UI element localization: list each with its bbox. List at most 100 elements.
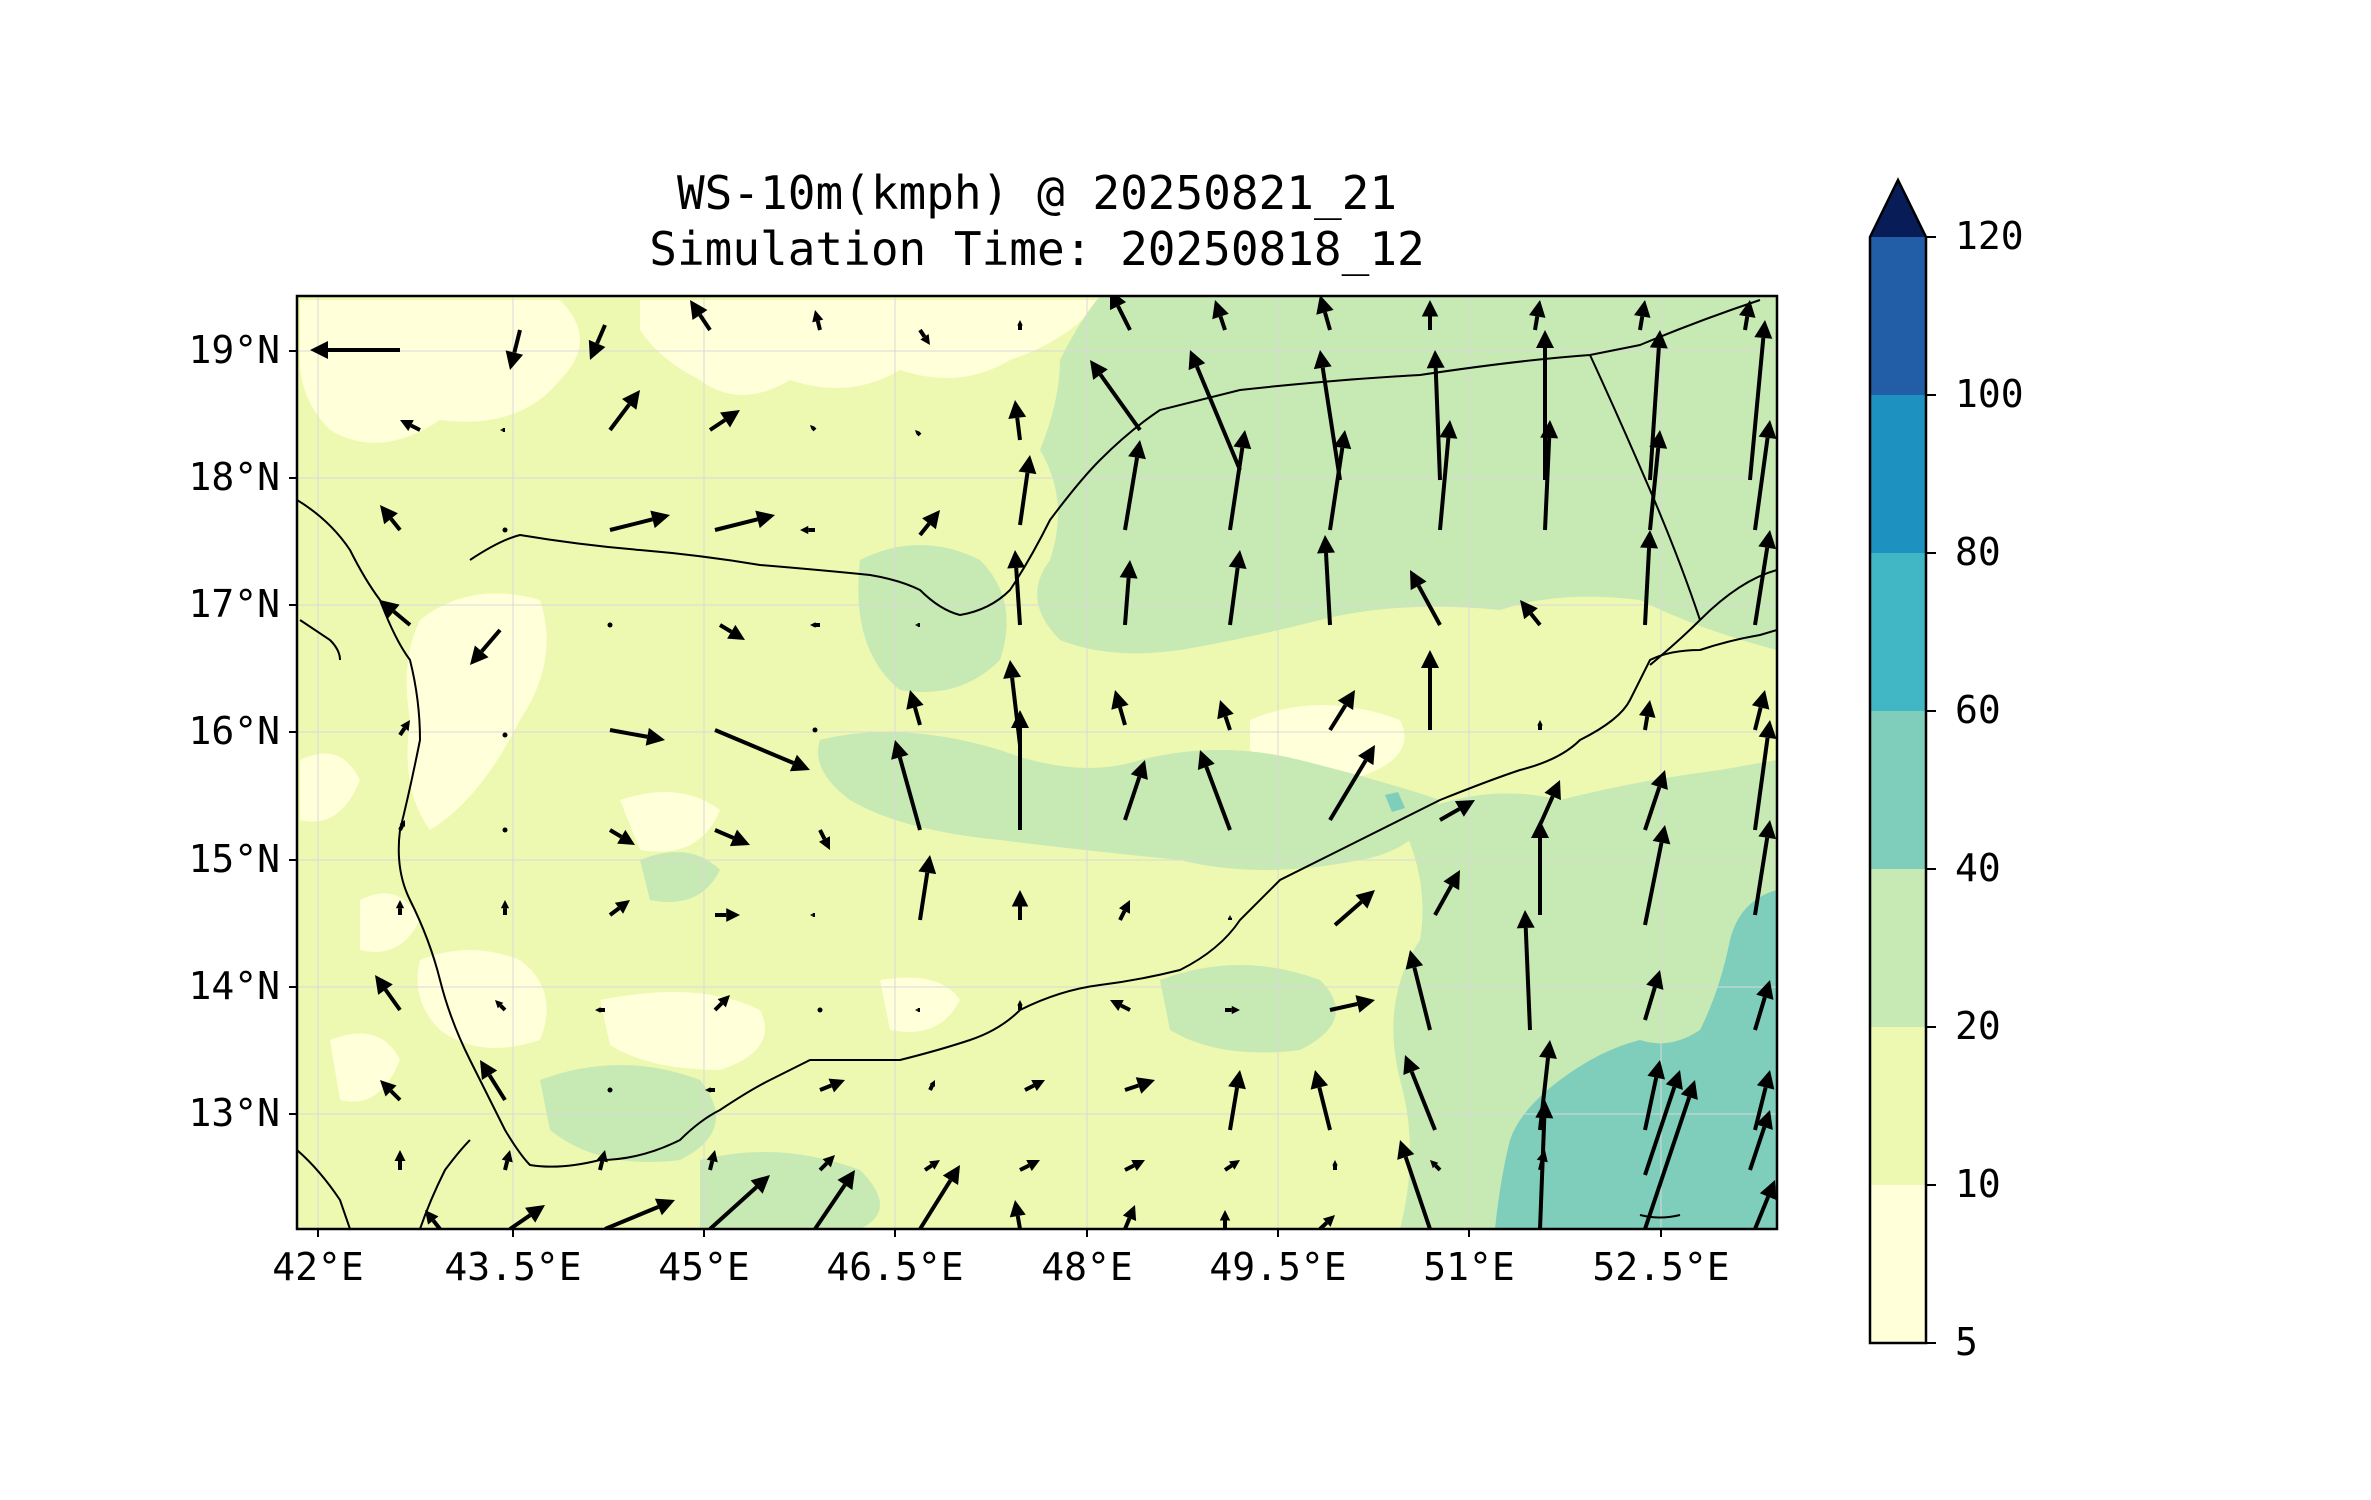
colorbar-bin-20-40 — [1870, 869, 1926, 1027]
wind-arrow — [918, 1165, 960, 1229]
wind-arrow — [1643, 1060, 1666, 1131]
wind-arrow — [1124, 1160, 1145, 1172]
wind-arrow — [1421, 650, 1439, 730]
colorbar-bin-40-60 — [1870, 711, 1926, 869]
lon-label-49-5e: 49.5°E — [1209, 1245, 1347, 1289]
wind-arrow — [1328, 430, 1352, 531]
map-frame — [295, 294, 1779, 1231]
wind-arrow — [1017, 320, 1023, 330]
wind-arrow — [607, 1087, 613, 1093]
wind-arrow — [1122, 1205, 1137, 1229]
wind-arrow — [1426, 350, 1445, 481]
graticule — [297, 296, 1777, 1229]
wind-arrow — [715, 908, 740, 922]
wind-arrow — [1405, 950, 1432, 1031]
wind-arrow — [1328, 690, 1355, 732]
wind-arrow — [810, 622, 820, 628]
lon-label-43-5e: 43.5°E — [444, 1245, 582, 1289]
wind-arrow — [1753, 980, 1774, 1031]
wind-arrow — [1516, 910, 1535, 1031]
wind-arrow — [470, 628, 502, 665]
wind-arrow — [502, 527, 508, 533]
wind-arrow — [1753, 530, 1777, 626]
wind-arrow — [1017, 1000, 1023, 1010]
wind-arrow — [1433, 870, 1460, 916]
wind-arrow — [1421, 300, 1439, 330]
lat-label-18n: 18°N — [188, 455, 280, 499]
wind-arrow — [1316, 296, 1334, 331]
wind-arrow — [1410, 570, 1442, 626]
wind-arrow — [400, 420, 421, 432]
wind-arrow — [1529, 300, 1546, 331]
wind-arrow — [1328, 745, 1375, 822]
colorbar-bin-5-10 — [1870, 1185, 1926, 1343]
wind-arrow — [800, 525, 815, 535]
wind-arrow — [928, 1080, 935, 1091]
wind-arrow — [495, 1000, 507, 1012]
wind-arrow — [813, 1170, 855, 1229]
wind-arrow — [1753, 820, 1777, 916]
wind-arrow — [1008, 400, 1027, 441]
wind-arrow — [915, 430, 922, 437]
wind-arrow — [705, 1087, 715, 1093]
wind-arrow — [713, 995, 730, 1012]
wind-arrow — [1110, 296, 1132, 331]
wind-arrow — [1090, 360, 1142, 432]
wind-arrow — [1639, 700, 1656, 731]
wind-arrow — [380, 505, 402, 532]
wind-arrow — [500, 428, 505, 432]
wind-arrow — [604, 1198, 675, 1229]
wind-arrow — [818, 1155, 835, 1172]
wind-arrow — [1753, 720, 1777, 831]
wind-arrow — [812, 310, 824, 331]
colorbar-bin-100-120 — [1870, 237, 1926, 395]
wind-arrow — [1753, 1070, 1775, 1131]
wind-arrow — [380, 600, 412, 627]
wind-arrow — [1753, 420, 1777, 531]
wind-arrow — [1124, 1077, 1155, 1094]
wind-arrow — [596, 1150, 608, 1171]
wind-arrow — [1640, 530, 1659, 626]
wind-arrow — [394, 1150, 406, 1170]
wind-arrow — [714, 728, 810, 772]
wind-arrow — [1024, 1080, 1045, 1092]
wind-arrow — [1739, 300, 1756, 331]
wind-arrow — [508, 1205, 545, 1229]
wind-arrow — [1332, 1160, 1338, 1170]
wind-arrow — [718, 623, 745, 640]
wind-arrow — [1197, 750, 1232, 831]
colorbar-label-10: 10 — [1955, 1162, 2001, 1206]
lat-label-19n: 19°N — [188, 328, 280, 372]
wind-arrow — [375, 975, 402, 1012]
colorbar-label-100: 100 — [1955, 372, 2024, 416]
wind-arrow — [608, 828, 635, 845]
wind-arrow — [1753, 1180, 1777, 1229]
wind-arrow — [1009, 1200, 1026, 1229]
colorbar-label-5: 5 — [1955, 1320, 1978, 1364]
lon-label-51e: 51°E — [1423, 1245, 1515, 1289]
wind-arrow — [714, 828, 750, 847]
wind-arrow — [1019, 1160, 1040, 1172]
wind-arrow — [1438, 420, 1458, 531]
colorbar-bin-80-100 — [1870, 395, 1926, 553]
wind-arrow — [609, 510, 670, 532]
calm-areas — [300, 300, 1405, 1102]
lat-label-14n: 14°N — [188, 964, 280, 1008]
wind-arrow — [608, 900, 630, 917]
wind-arrow — [1123, 760, 1148, 821]
wind-arrow — [810, 425, 817, 432]
colorbar-label-80: 80 — [1955, 530, 2001, 574]
lon-label-48e: 48°E — [1041, 1245, 1133, 1289]
wind-arrow — [1225, 1005, 1240, 1015]
wind-arrow — [1397, 1140, 1432, 1229]
wind-arrow — [502, 732, 508, 738]
wind-arrow — [1751, 690, 1770, 731]
wind-arrow — [706, 1150, 718, 1171]
colorbar — [1868, 177, 1936, 1345]
lon-label-46-5e: 46.5°E — [826, 1245, 964, 1289]
wind-arrow — [1643, 1080, 1698, 1229]
wind-arrow — [1439, 800, 1475, 822]
wind-arrow — [1535, 1100, 1554, 1229]
wind-arrow — [818, 829, 830, 850]
